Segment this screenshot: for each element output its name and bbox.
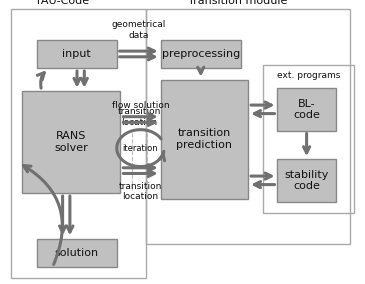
Text: input: input — [62, 49, 91, 59]
Bar — [11, 9, 146, 278]
Text: transition
location: transition location — [119, 182, 162, 201]
Bar — [146, 9, 350, 244]
Text: flow solution: flow solution — [112, 101, 169, 110]
Text: preprocessing: preprocessing — [162, 49, 240, 59]
Bar — [161, 40, 241, 68]
Bar — [36, 239, 117, 267]
Text: Transition module: Transition module — [188, 0, 288, 6]
Text: transition
location: transition location — [118, 107, 161, 127]
Text: solution: solution — [55, 248, 99, 258]
Bar — [36, 40, 117, 68]
Text: BL-
code: BL- code — [293, 99, 320, 120]
Bar — [263, 65, 354, 213]
Bar — [22, 91, 120, 193]
Text: iteration: iteration — [123, 144, 158, 153]
Text: geometrical
data: geometrical data — [112, 20, 166, 40]
Bar — [277, 88, 336, 131]
Text: transition
prediction: transition prediction — [176, 128, 233, 150]
Bar — [161, 80, 248, 199]
Text: RANS
solver: RANS solver — [54, 131, 88, 153]
Text: TAU-Code: TAU-Code — [35, 0, 89, 6]
Bar — [277, 159, 336, 202]
Text: ext. programs: ext. programs — [277, 71, 340, 80]
Text: iteration: iteration — [0, 112, 1, 151]
Text: stability
code: stability code — [284, 170, 329, 191]
